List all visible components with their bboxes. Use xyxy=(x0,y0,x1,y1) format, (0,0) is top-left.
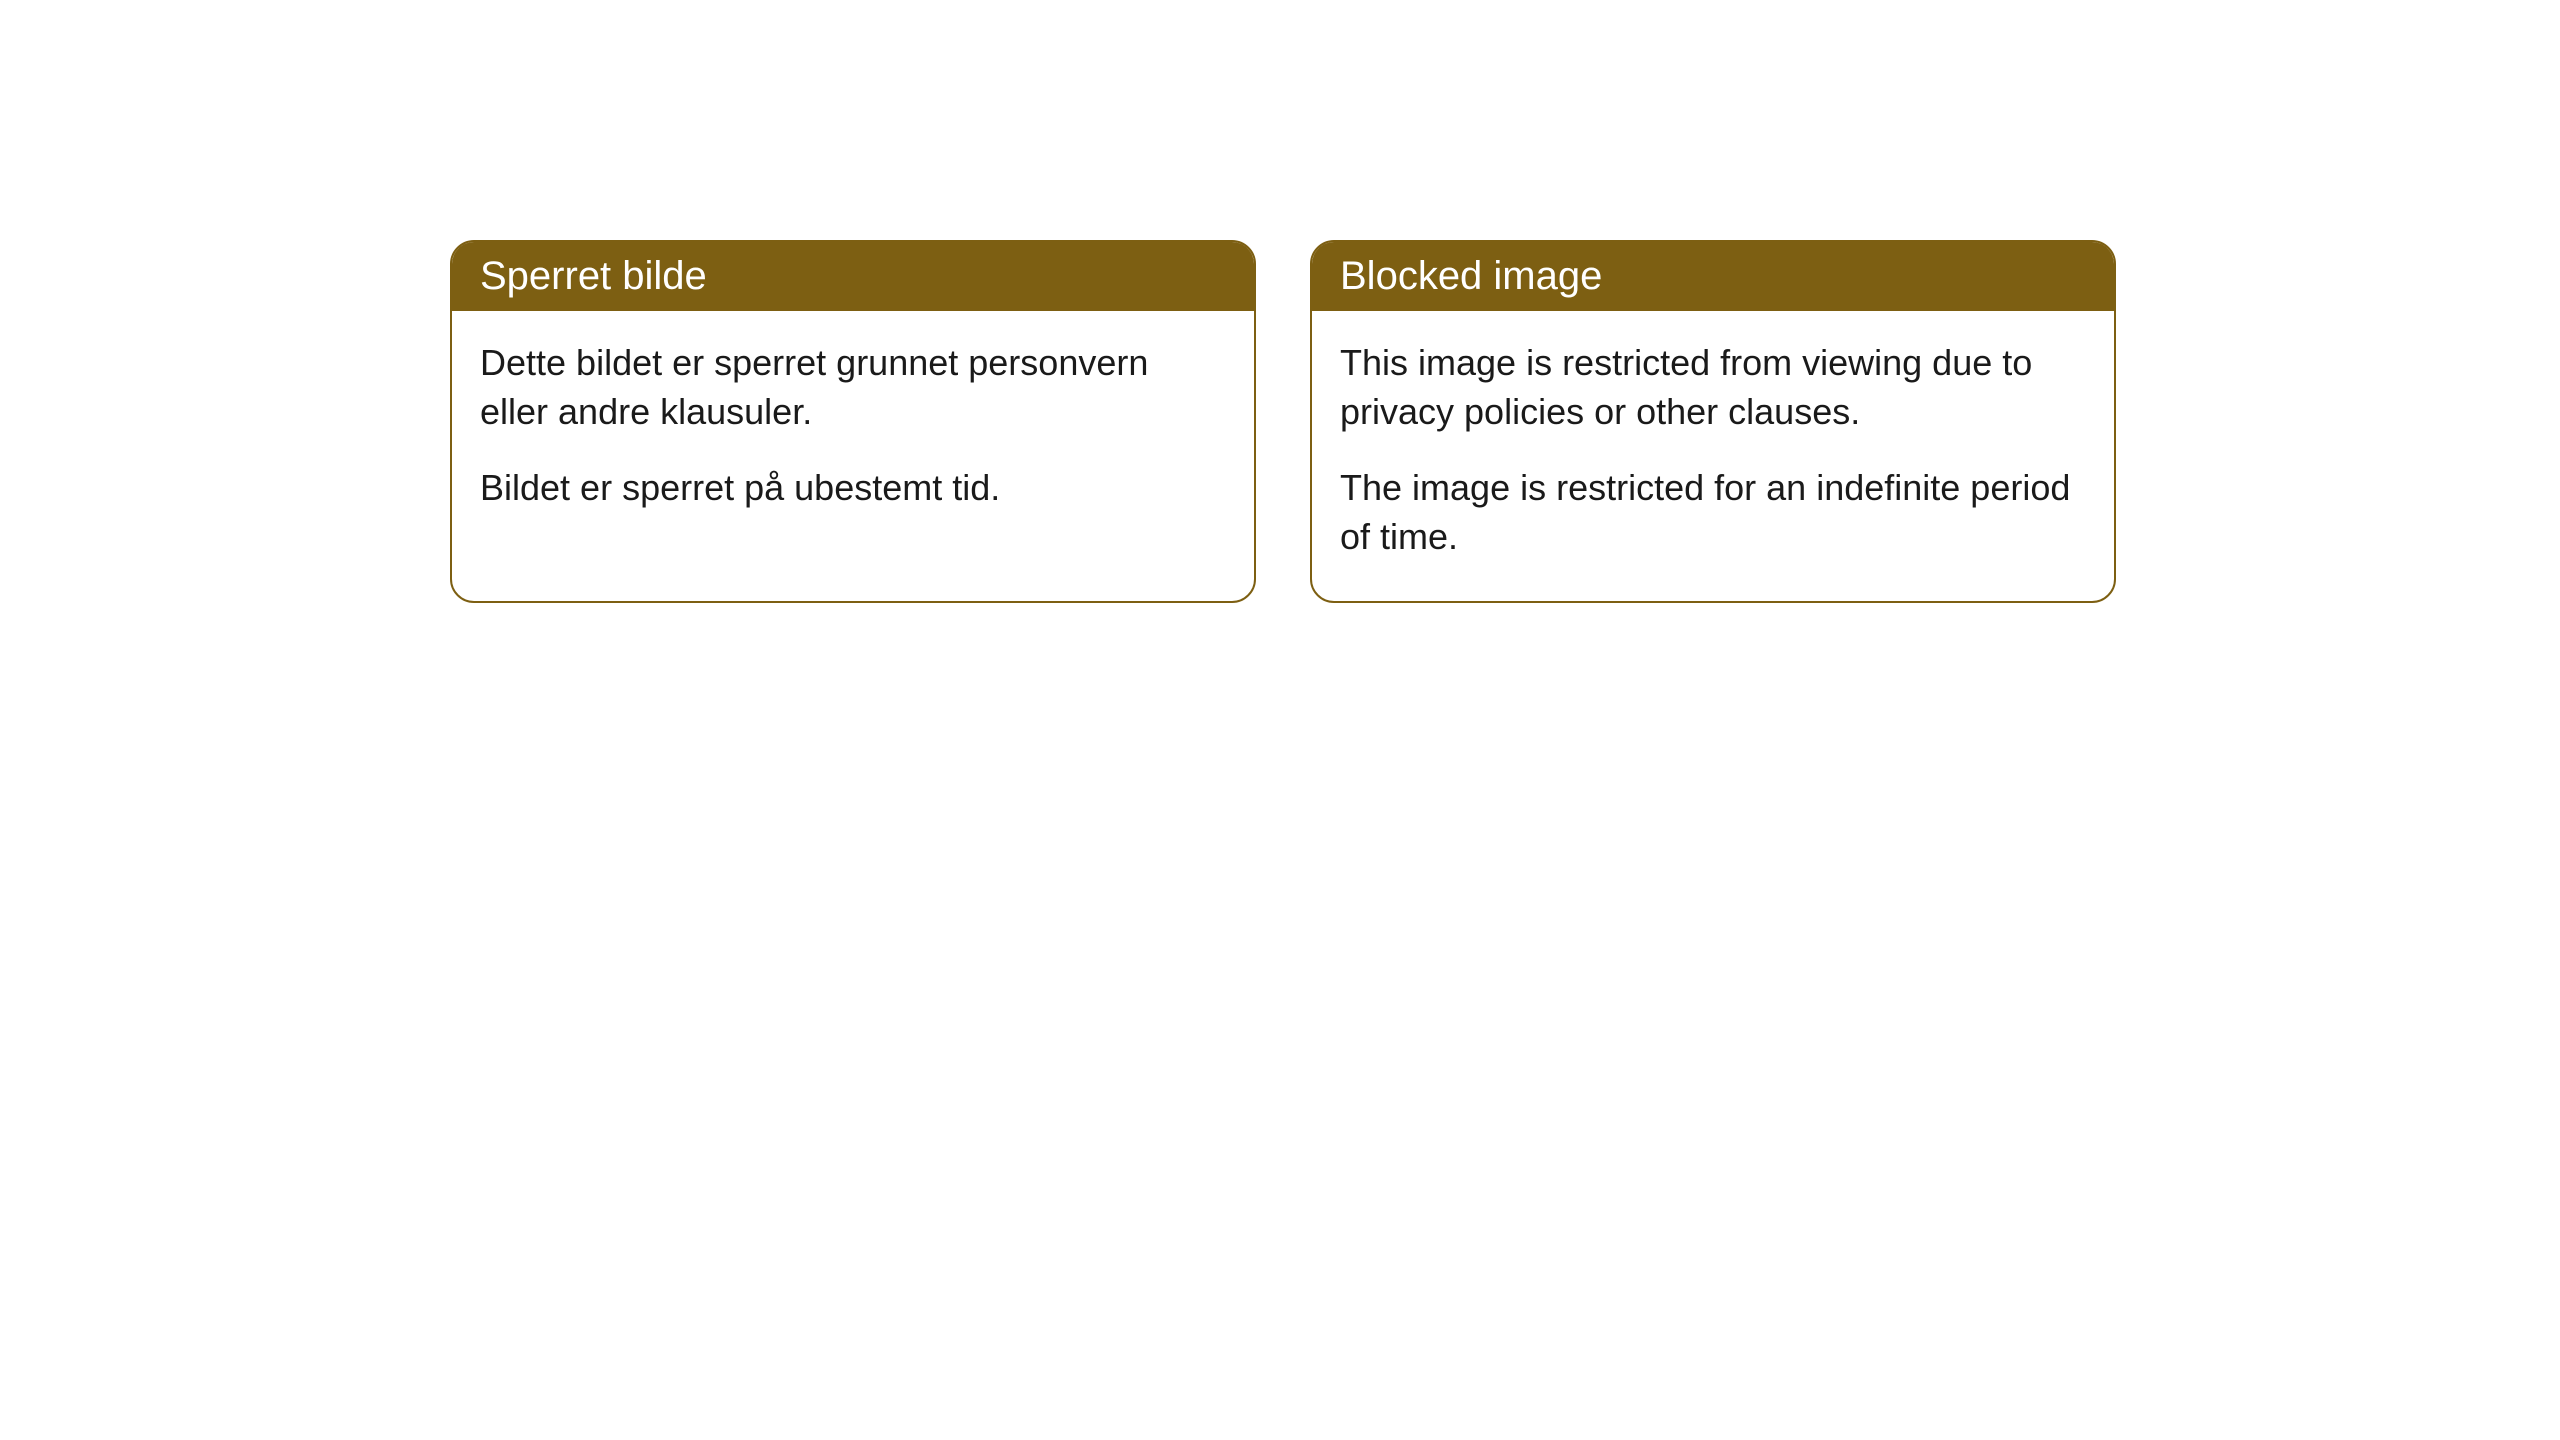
card-english: Blocked image This image is restricted f… xyxy=(1310,240,2116,603)
card-header-english: Blocked image xyxy=(1312,242,2114,311)
card-body-english: This image is restricted from viewing du… xyxy=(1312,311,2114,601)
card-paragraph-1-english: This image is restricted from viewing du… xyxy=(1340,339,2086,436)
cards-container: Sperret bilde Dette bildet er sperret gr… xyxy=(450,240,2116,603)
card-paragraph-2-norwegian: Bildet er sperret på ubestemt tid. xyxy=(480,464,1226,513)
card-norwegian: Sperret bilde Dette bildet er sperret gr… xyxy=(450,240,1256,603)
card-header-norwegian: Sperret bilde xyxy=(452,242,1254,311)
card-body-norwegian: Dette bildet er sperret grunnet personve… xyxy=(452,311,1254,553)
card-paragraph-2-english: The image is restricted for an indefinit… xyxy=(1340,464,2086,561)
card-paragraph-1-norwegian: Dette bildet er sperret grunnet personve… xyxy=(480,339,1226,436)
